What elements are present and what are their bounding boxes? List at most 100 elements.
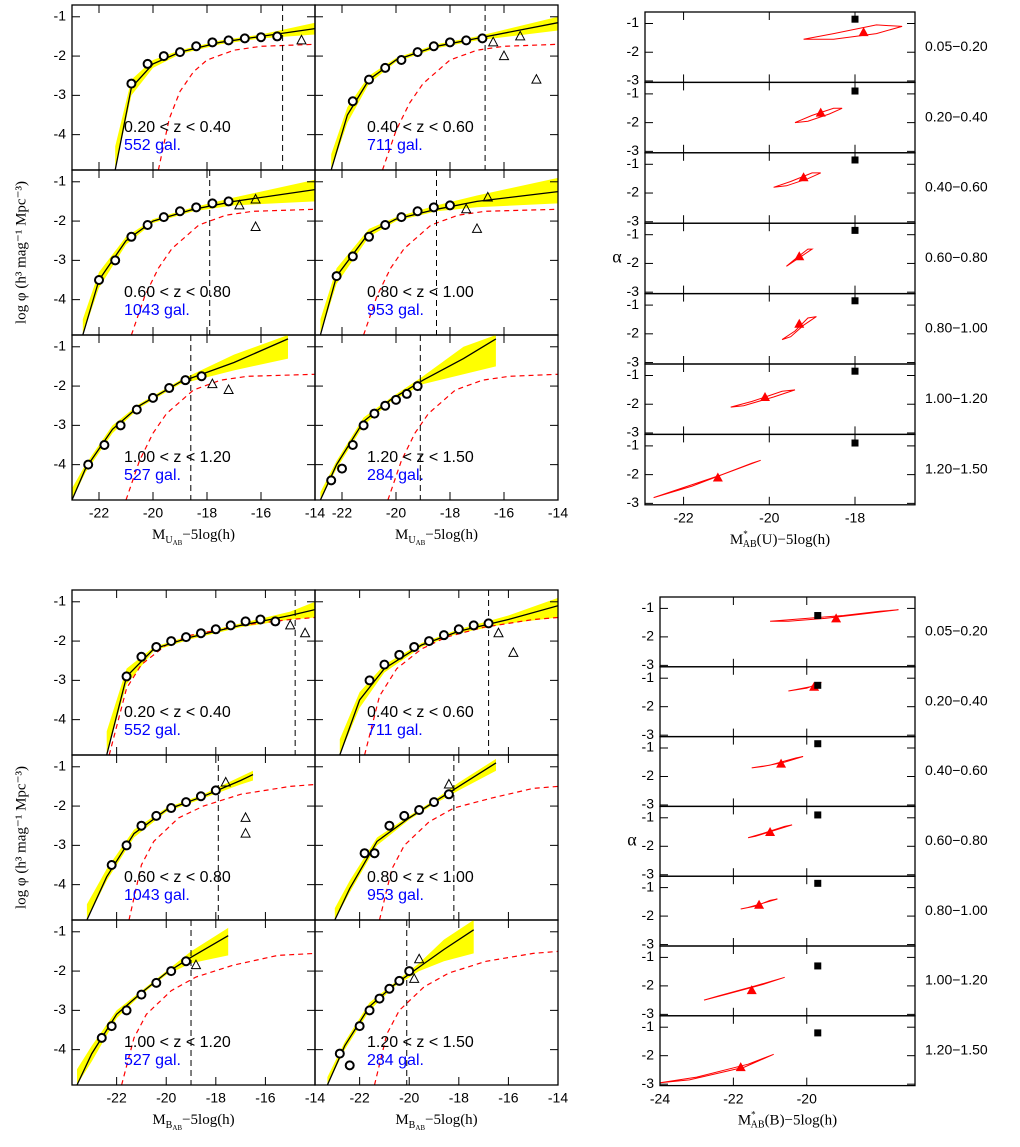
- x-axis-label-part: −5log(h): [182, 527, 235, 543]
- data-point: [136, 820, 147, 831]
- best-fit: [794, 251, 805, 261]
- y-tick-label: -2: [642, 1046, 655, 1062]
- y-tick-label: -3: [642, 796, 655, 812]
- open-point: [240, 827, 251, 838]
- galaxy-count: 953 gal.: [367, 302, 424, 319]
- redshift-label: 0.80 < z < 1.00: [367, 869, 474, 886]
- data-point: [364, 1005, 375, 1016]
- data-point: [148, 392, 158, 403]
- data-point: [210, 624, 221, 635]
- open-point: [240, 811, 251, 822]
- data-point: [404, 966, 415, 977]
- reference-point: [814, 879, 822, 887]
- redshift-label: 0.40−0.60: [925, 179, 988, 195]
- data-point: [207, 37, 218, 48]
- y-tick-label: -3: [627, 353, 640, 369]
- y-tick-label: -1: [54, 172, 67, 188]
- best-fit: [765, 827, 776, 837]
- redshift-label: 0.80 < z < 1.00: [367, 284, 474, 301]
- data-point: [412, 47, 423, 58]
- x-axis-label-part: (B)−5log(h): [765, 1113, 838, 1129]
- confidence-band: [331, 16, 558, 170]
- data-point: [181, 956, 192, 967]
- panel: [747, 811, 822, 839]
- y-tick-label: -3: [627, 494, 640, 510]
- open-point: [234, 199, 245, 210]
- redshift-label: 0.05−0.20: [925, 38, 988, 54]
- x-tick-label: -18: [845, 510, 865, 526]
- model-curve: [128, 783, 315, 920]
- data-point: [438, 630, 449, 641]
- y-tick-label: -4: [54, 290, 67, 306]
- data-point: [401, 388, 412, 399]
- data-point: [396, 212, 407, 223]
- y-tick-label: -1: [642, 669, 655, 685]
- panel: [660, 1029, 822, 1084]
- x-axis-label-part: AB: [415, 1124, 425, 1132]
- galaxy-count: 552 gal.: [124, 722, 181, 739]
- panel: [86, 755, 315, 920]
- galaxy-count: 527 gal.: [124, 1052, 181, 1069]
- y-tick-label: -2: [627, 465, 640, 481]
- redshift-label: 0.40−0.60: [925, 762, 988, 778]
- data-point: [380, 62, 391, 73]
- x-tick-label: -16: [494, 505, 514, 521]
- panel: [751, 740, 822, 769]
- redshift-label: 1.00 < z < 1.20: [124, 449, 231, 466]
- y-axis-label: log φ (h³ mag⁻¹ Mpc⁻³): [13, 766, 29, 909]
- fit-curve: [326, 929, 475, 1085]
- y-tick-label: -4: [54, 125, 67, 141]
- best-fit: [760, 392, 770, 402]
- data-point: [175, 206, 185, 217]
- data-point: [468, 620, 479, 631]
- y-tick-label: -1: [627, 437, 640, 453]
- reference-point: [814, 612, 822, 620]
- panel: [72, 335, 315, 500]
- x-axis-label-part: AB: [751, 1120, 765, 1131]
- data-point: [181, 632, 192, 643]
- data-point: [379, 659, 390, 670]
- data-point: [115, 420, 126, 431]
- y-tick-label: -1: [642, 599, 655, 615]
- confidence-band: [72, 335, 288, 500]
- data-point: [443, 789, 454, 800]
- data-point: [396, 55, 407, 65]
- y-tick-label: -1: [54, 7, 67, 23]
- panel-frame: [659, 735, 916, 808]
- panel: [76, 920, 315, 1085]
- redshift-label: 0.60−0.80: [925, 832, 988, 848]
- x-tick-label: -16: [251, 505, 271, 521]
- x-tick-label: -16: [498, 1090, 518, 1106]
- x-tick-label: -22: [723, 1090, 743, 1106]
- panel: [114, 5, 315, 170]
- x-tick-label: -18: [440, 505, 460, 521]
- x-axis-label: M* AB(B)−5log(h): [738, 1110, 837, 1131]
- y-tick-label: -2: [642, 837, 655, 853]
- reference-point: [814, 811, 822, 819]
- panel: [330, 5, 558, 170]
- best-fit: [815, 107, 826, 117]
- data-point: [136, 651, 147, 662]
- x-axis-label-part: M: [152, 1112, 165, 1128]
- panel: [788, 681, 822, 692]
- redshift-label: 0.80−1.00: [925, 320, 988, 336]
- galaxy-count: 284 gal.: [367, 467, 424, 484]
- data-point: [195, 791, 206, 802]
- fit-curve: [86, 774, 254, 920]
- y-axis-label: log φ (h³ mag⁻¹ Mpc⁻³): [13, 181, 29, 324]
- panel-frame: [314, 754, 559, 921]
- y-tick-label: -1: [54, 592, 67, 608]
- confidence-contour: [788, 682, 822, 692]
- panel: [730, 367, 859, 408]
- y-tick-label: -1: [627, 14, 640, 30]
- data-point: [399, 810, 410, 821]
- redshift-label: 1.20−1.50: [925, 460, 988, 476]
- data-point: [364, 675, 375, 686]
- panel: [82, 170, 315, 335]
- x-axis-label-part: AB: [416, 539, 426, 547]
- y-tick-label: -1: [627, 155, 640, 171]
- y-tick-label: -2: [627, 395, 640, 411]
- open-point: [284, 619, 296, 630]
- y-tick-label: -1: [642, 808, 655, 824]
- data-point: [142, 220, 153, 230]
